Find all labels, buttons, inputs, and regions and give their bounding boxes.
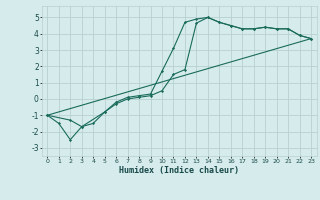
X-axis label: Humidex (Indice chaleur): Humidex (Indice chaleur) bbox=[119, 166, 239, 175]
